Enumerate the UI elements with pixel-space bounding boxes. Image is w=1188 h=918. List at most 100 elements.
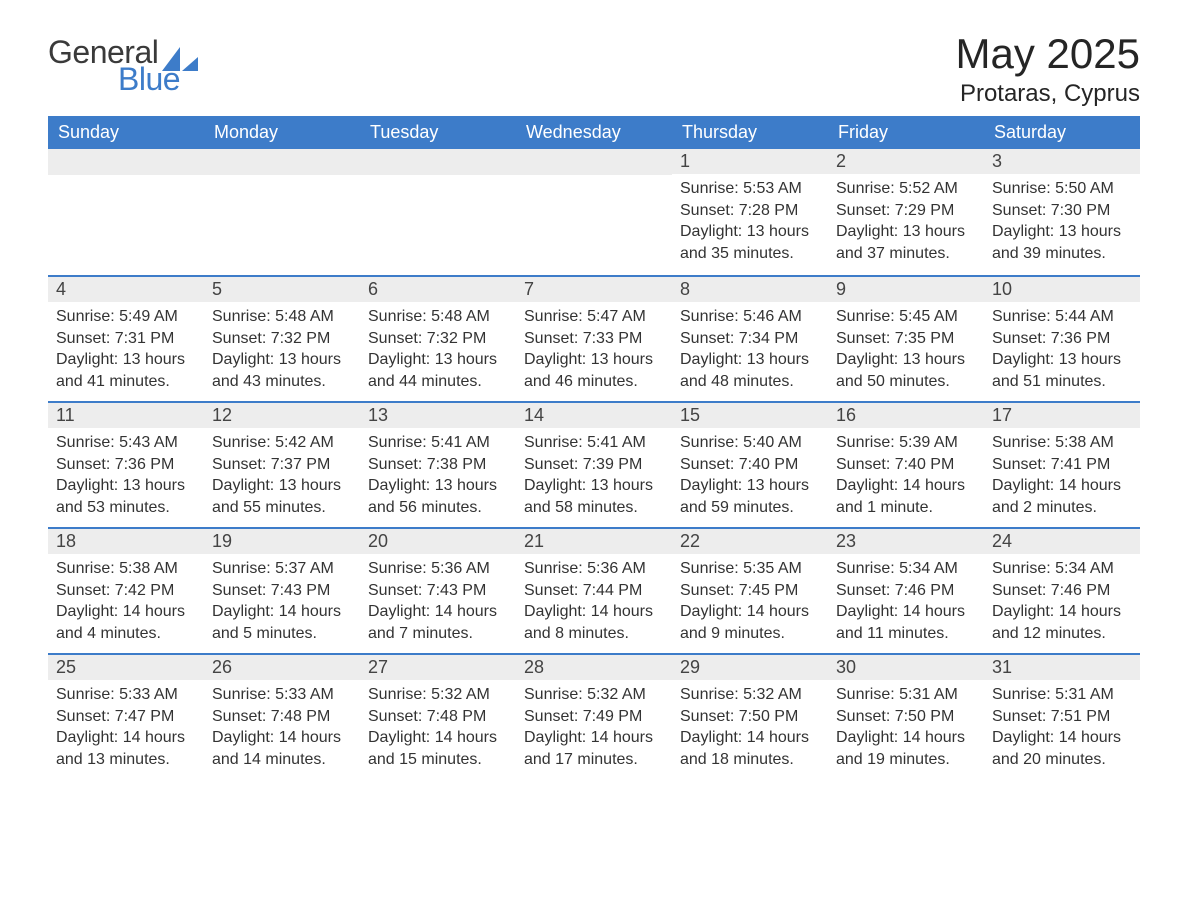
sunset-line: Sunset: 7:31 PM <box>56 328 196 350</box>
sunrise-line: Sunrise: 5:48 AM <box>368 306 508 328</box>
daylight-line: Daylight: 14 hours and 14 minutes. <box>212 727 352 770</box>
day-number: 28 <box>516 653 672 680</box>
sunset-line: Sunset: 7:44 PM <box>524 580 664 602</box>
sunrise-line: Sunrise: 5:36 AM <box>368 558 508 580</box>
day-details: Sunrise: 5:34 AMSunset: 7:46 PMDaylight:… <box>984 554 1140 652</box>
day-number: 30 <box>828 653 984 680</box>
daylight-line: Daylight: 13 hours and 41 minutes. <box>56 349 196 392</box>
sunset-line: Sunset: 7:47 PM <box>56 706 196 728</box>
day-details: Sunrise: 5:52 AMSunset: 7:29 PMDaylight:… <box>828 174 984 272</box>
day-details: Sunrise: 5:32 AMSunset: 7:50 PMDaylight:… <box>672 680 828 778</box>
sunrise-line: Sunrise: 5:41 AM <box>368 432 508 454</box>
calendar-day-cell: 10Sunrise: 5:44 AMSunset: 7:36 PMDayligh… <box>984 275 1140 401</box>
calendar-day-cell: 30 Sunrise: 5:31 AMSunset: 7:50 PMDayligh… <box>828 653 984 779</box>
calendar-day-cell: 5Sunrise: 5:48 AMSunset: 7:32 PMDaylight… <box>204 275 360 401</box>
sunset-line: Sunset: 7:51 PM <box>992 706 1132 728</box>
calendar-day-cell: 28Sunrise: 5:32 AMSunset: 7:49 PMDayligh… <box>516 653 672 779</box>
sunrise-line: Sunrise: 5:47 AM <box>524 306 664 328</box>
calendar-day-cell: 27Sunrise: 5:32 AMSunset: 7:48 PMDayligh… <box>360 653 516 779</box>
daylight-line: Daylight: 14 hours and 9 minutes. <box>680 601 820 644</box>
sunrise-line: Sunrise: 5:38 AM <box>56 558 196 580</box>
weekday-header: Sunday <box>48 116 204 149</box>
weekday-header: Wednesday <box>516 116 672 149</box>
calendar-week-row: 18Sunrise: 5:38 AMSunset: 7:42 PMDayligh… <box>48 527 1140 653</box>
sunrise-line: Sunrise: 5:34 AM <box>992 558 1132 580</box>
sunset-line: Sunset: 7:50 PM <box>836 706 976 728</box>
sunrise-line: Sunrise: 5:31 AM <box>992 684 1132 706</box>
day-number: 9 <box>828 275 984 302</box>
daylight-line: Daylight: 14 hours and 19 minutes. <box>836 727 976 770</box>
calendar-day-cell: 23Sunrise: 5:34 AMSunset: 7:46 PMDayligh… <box>828 527 984 653</box>
weekday-header: Friday <box>828 116 984 149</box>
day-details: Sunrise: 5:32 AMSunset: 7:49 PMDaylight:… <box>516 680 672 778</box>
day-number: 15 <box>672 401 828 428</box>
day-number: 21 <box>516 527 672 554</box>
day-details: Sunrise: 5:44 AMSunset: 7:36 PMDaylight:… <box>984 302 1140 400</box>
sunset-line: Sunset: 7:49 PM <box>524 706 664 728</box>
calendar-day-cell: 15Sunrise: 5:40 AMSunset: 7:40 PMDayligh… <box>672 401 828 527</box>
sunset-line: Sunset: 7:32 PM <box>212 328 352 350</box>
calendar-week-row: 4Sunrise: 5:49 AMSunset: 7:31 PMDaylight… <box>48 275 1140 401</box>
daylight-line: Daylight: 14 hours and 17 minutes. <box>524 727 664 770</box>
sunrise-line: Sunrise: 5:32 AM <box>368 684 508 706</box>
daylight-line: Daylight: 13 hours and 50 minutes. <box>836 349 976 392</box>
daylight-line: Daylight: 14 hours and 5 minutes. <box>212 601 352 644</box>
day-details: Sunrise: 5:41 AMSunset: 7:38 PMDaylight:… <box>360 428 516 526</box>
calendar-day-cell: 3Sunrise: 5:50 AMSunset: 7:30 PMDaylight… <box>984 149 1140 275</box>
day-details: Sunrise: 5:39 AMSunset: 7:40 PMDaylight:… <box>828 428 984 526</box>
calendar-day-cell: 26Sunrise: 5:33 AMSunset: 7:48 PMDayligh… <box>204 653 360 779</box>
calendar-day-cell: 4Sunrise: 5:49 AMSunset: 7:31 PMDaylight… <box>48 275 204 401</box>
sunset-line: Sunset: 7:36 PM <box>992 328 1132 350</box>
sunset-line: Sunset: 7:33 PM <box>524 328 664 350</box>
day-details: Sunrise: 5:32 AMSunset: 7:48 PMDaylight:… <box>360 680 516 778</box>
day-number: 16 <box>828 401 984 428</box>
day-number: 20 <box>360 527 516 554</box>
daylight-line: Daylight: 14 hours and 12 minutes. <box>992 601 1132 644</box>
sunrise-line: Sunrise: 5:43 AM <box>56 432 196 454</box>
sunrise-line: Sunrise: 5:33 AM <box>56 684 196 706</box>
sunset-line: Sunset: 7:39 PM <box>524 454 664 476</box>
sunset-line: Sunset: 7:40 PM <box>836 454 976 476</box>
calendar-week-row: 11Sunrise: 5:43 AMSunset: 7:36 PMDayligh… <box>48 401 1140 527</box>
day-details: Sunrise: 5:41 AMSunset: 7:39 PMDaylight:… <box>516 428 672 526</box>
sunset-line: Sunset: 7:37 PM <box>212 454 352 476</box>
day-number: 7 <box>516 275 672 302</box>
day-details: Sunrise: 5:50 AMSunset: 7:30 PMDaylight:… <box>984 174 1140 272</box>
day-details: Sunrise: 5:48 AMSunset: 7:32 PMDaylight:… <box>204 302 360 400</box>
sunset-line: Sunset: 7:48 PM <box>368 706 508 728</box>
month-title: May 2025 <box>956 30 1140 78</box>
sunset-line: Sunset: 7:28 PM <box>680 200 820 222</box>
sunrise-line: Sunrise: 5:45 AM <box>836 306 976 328</box>
calendar-day-cell: 7Sunrise: 5:47 AMSunset: 7:33 PMDaylight… <box>516 275 672 401</box>
daylight-line: Daylight: 13 hours and 55 minutes. <box>212 475 352 518</box>
sunrise-line: Sunrise: 5:50 AM <box>992 178 1132 200</box>
day-number: 24 <box>984 527 1140 554</box>
sunset-line: Sunset: 7:40 PM <box>680 454 820 476</box>
calendar-day-cell: 19Sunrise: 5:37 AMSunset: 7:43 PMDayligh… <box>204 527 360 653</box>
sunset-line: Sunset: 7:45 PM <box>680 580 820 602</box>
day-number: 5 <box>204 275 360 302</box>
day-number: 6 <box>360 275 516 302</box>
day-details: Sunrise: 5:35 AMSunset: 7:45 PMDaylight:… <box>672 554 828 652</box>
day-details: Sunrise: 5:36 AMSunset: 7:44 PMDaylight:… <box>516 554 672 652</box>
sunrise-line: Sunrise: 5:31 AM <box>836 684 976 706</box>
sunset-line: Sunset: 7:38 PM <box>368 454 508 476</box>
day-number: 10 <box>984 275 1140 302</box>
day-details: Sunrise: 5:33 AMSunset: 7:47 PMDaylight:… <box>48 680 204 778</box>
daylight-line: Daylight: 13 hours and 53 minutes. <box>56 475 196 518</box>
daylight-line: Daylight: 13 hours and 43 minutes. <box>212 349 352 392</box>
day-details: Sunrise: 5:38 AMSunset: 7:41 PMDaylight:… <box>984 428 1140 526</box>
daylight-line: Daylight: 13 hours and 35 minutes. <box>680 221 820 264</box>
calendar-day-cell: 21Sunrise: 5:36 AMSunset: 7:44 PMDayligh… <box>516 527 672 653</box>
sunset-line: Sunset: 7:48 PM <box>212 706 352 728</box>
calendar-day-cell: 12Sunrise: 5:42 AMSunset: 7:37 PMDayligh… <box>204 401 360 527</box>
day-details: Sunrise: 5:31 AMSunset: 7:51 PMDaylight:… <box>984 680 1140 778</box>
day-details: Sunrise: 5:37 AMSunset: 7:43 PMDaylight:… <box>204 554 360 652</box>
sunrise-line: Sunrise: 5:44 AM <box>992 306 1132 328</box>
calendar-day-cell <box>48 149 204 275</box>
day-details: Sunrise: 5:45 AMSunset: 7:35 PMDaylight:… <box>828 302 984 400</box>
daylight-line: Daylight: 13 hours and 56 minutes. <box>368 475 508 518</box>
sunrise-line: Sunrise: 5:53 AM <box>680 178 820 200</box>
daylight-line: Daylight: 14 hours and 20 minutes. <box>992 727 1132 770</box>
calendar-day-cell: 14Sunrise: 5:41 AMSunset: 7:39 PMDayligh… <box>516 401 672 527</box>
